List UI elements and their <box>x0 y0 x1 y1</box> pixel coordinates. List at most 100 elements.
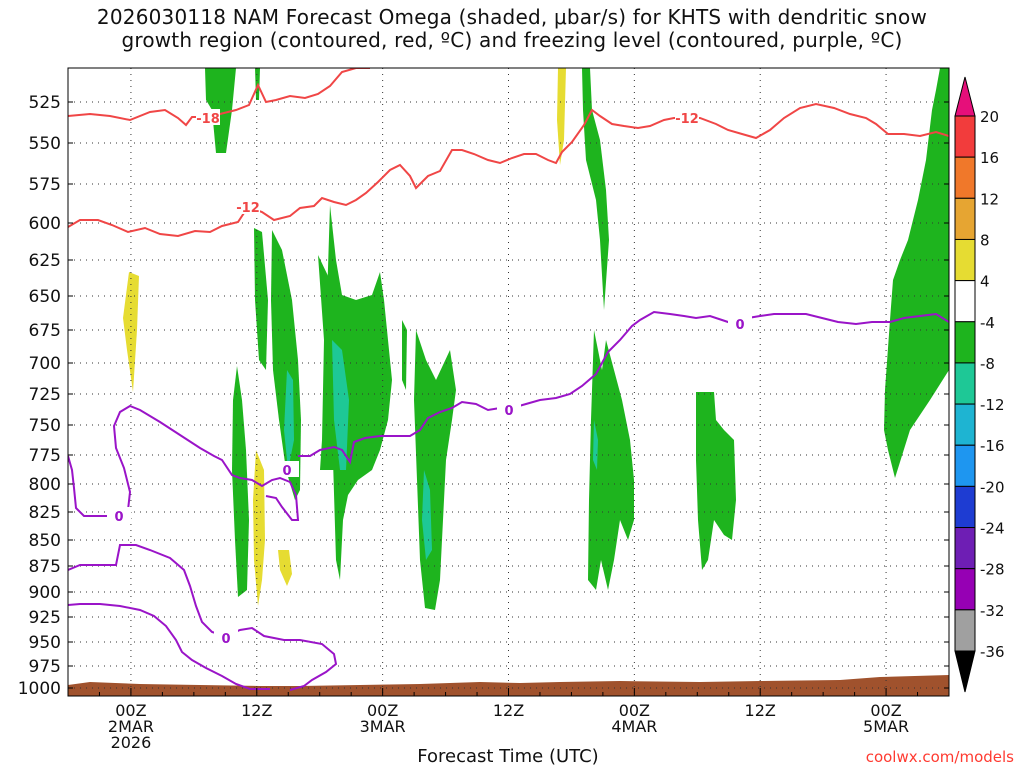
y-tick-label: 550 <box>29 134 61 154</box>
colorbar-label: 8 <box>980 231 990 249</box>
chart-title: 2026030118 NAM Forecast Omega (shaded, μ… <box>96 5 928 52</box>
y-tick-label: 925 <box>29 608 61 628</box>
colorbar-segment <box>954 485 976 529</box>
x-tick-label: 00Z <box>870 701 901 720</box>
colorbar-label: 4 <box>980 273 990 291</box>
contour-label-bg <box>214 629 238 645</box>
contour-label: 0 <box>504 404 513 419</box>
colorbar-label: -12 <box>980 396 1005 414</box>
x-axis-label: Forecast Time (UTC) <box>417 746 599 767</box>
omega-shade <box>205 68 236 153</box>
y-tick-label: 650 <box>29 287 61 307</box>
contour-label: -12 <box>236 201 260 216</box>
omega-shade <box>884 68 949 478</box>
colorbar-segment <box>954 362 976 405</box>
colorbar: 20 16 12 8 4 -4 -8 -12 -16 -20 -24 -28 -32 -36 <box>954 76 1005 693</box>
contour-label-bg <box>196 109 220 125</box>
y-tick-label: 825 <box>29 503 61 523</box>
omega-shade <box>422 470 432 560</box>
contour-label: 0 <box>282 464 291 479</box>
colorbar-segment <box>954 238 976 282</box>
omega-shade <box>327 205 392 580</box>
plot-area <box>68 68 949 696</box>
y-tick-label: 800 <box>29 475 61 495</box>
ground-layer <box>68 675 949 696</box>
contour-label-bg <box>675 109 699 125</box>
x-tick-label: 12Z <box>493 701 524 720</box>
y-tick-label: 600 <box>29 214 61 234</box>
y-tick-label: 725 <box>29 385 61 405</box>
y-tick-label: 625 <box>29 251 61 271</box>
y-tick-label: 775 <box>29 446 61 466</box>
colorbar-label: -4 <box>980 314 995 332</box>
y-tick-label: 525 <box>29 93 61 113</box>
omega-shade <box>284 370 294 470</box>
omega-shade <box>402 320 407 390</box>
x-tick-label: 12Z <box>241 701 272 720</box>
colorbar-segment <box>954 280 976 323</box>
y-tick-label: 675 <box>29 321 61 341</box>
omega-shade <box>278 550 292 586</box>
colorbar-segment <box>954 609 976 652</box>
x-tick-label: 2MAR <box>108 717 154 736</box>
colorbar-segment <box>954 403 976 446</box>
freezing-contour <box>298 310 949 465</box>
contour-label: 0 <box>735 318 744 333</box>
contour-label: -12 <box>675 112 699 127</box>
colorbar-top-arrow <box>954 76 976 117</box>
freezing-contour <box>68 404 300 521</box>
colorbar-label: -16 <box>980 437 1005 455</box>
omega-shade <box>582 68 609 310</box>
omega-shade <box>332 340 349 470</box>
x-tick-label: 5MAR <box>863 717 909 736</box>
contour-label-bg <box>497 401 521 417</box>
contour-labels: -18 -12 -12 0 0 0 0 0 <box>107 109 752 647</box>
colorbar-label: 12 <box>980 190 999 208</box>
y-tick-label: 575 <box>29 175 61 195</box>
colorbar-segment <box>954 197 976 240</box>
colorbar-label: 20 <box>980 108 999 126</box>
colorbar-label: -36 <box>980 643 1005 661</box>
x-tick-label: 00Z <box>115 701 146 720</box>
y-tick-label: 900 <box>29 583 61 603</box>
colorbar-label: 16 <box>980 149 999 167</box>
omega-shade <box>696 392 736 570</box>
colorbar-label: -8 <box>980 355 995 373</box>
omega-shade <box>232 366 249 597</box>
x-tick-label: 00Z <box>367 701 398 720</box>
colorbar-segment <box>954 568 976 611</box>
omega-shade <box>254 228 268 370</box>
y-tick-label: 950 <box>29 633 61 653</box>
colorbar-segment <box>954 444 976 487</box>
colorbar-segment <box>954 527 976 570</box>
y-tick-label: 850 <box>29 531 61 551</box>
contour-label: -18 <box>196 112 220 127</box>
y-tick-label: 875 <box>29 557 61 577</box>
y-axis: 525 550 575 600 625 650 675 700 725 750 775 800 825 8… <box>18 93 949 699</box>
terrain-ground <box>68 675 949 696</box>
contour-label-bg <box>275 461 299 477</box>
y-tick-label: 975 <box>29 657 61 677</box>
omega-shade <box>253 450 265 606</box>
colorbar-label: -32 <box>980 602 1005 620</box>
y-tick-label: 750 <box>29 416 61 436</box>
x-tick-label: 4MAR <box>611 717 657 736</box>
contour-label-bg <box>728 315 752 331</box>
freezing-contour <box>68 603 270 690</box>
y-tick-label: 1000 <box>18 679 61 699</box>
omega-shade <box>557 68 566 165</box>
x-tick-label: 00Z <box>619 701 650 720</box>
colorbar-segment <box>954 156 976 199</box>
omega-shading <box>123 68 949 610</box>
contour-label-bg <box>107 507 131 523</box>
colorbar-segment <box>954 321 976 364</box>
contour-label: 0 <box>221 632 230 647</box>
colorbar-segment <box>954 115 976 158</box>
dgz-contour <box>68 68 370 127</box>
colorbar-bottom-arrow <box>954 650 976 693</box>
omega-shade <box>588 330 634 590</box>
colorbar-label: -20 <box>980 478 1005 496</box>
y-tick-label: 700 <box>29 354 61 374</box>
credit-text: coolwx.com/models <box>865 748 1014 766</box>
